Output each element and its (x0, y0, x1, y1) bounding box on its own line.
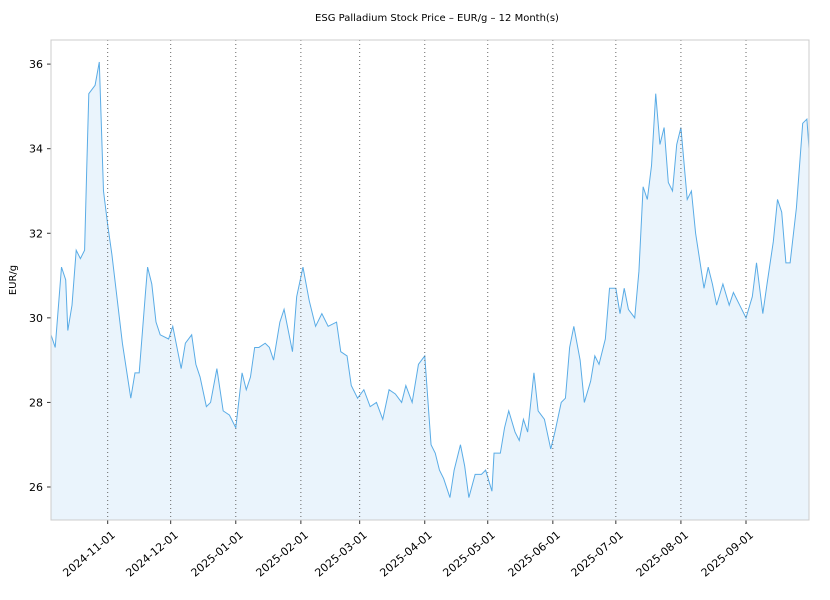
x-tick-label: 2025-01-01 (189, 528, 246, 579)
y-tick-label: 32 (29, 227, 43, 240)
x-tick-label: 2024-11-01 (60, 528, 117, 579)
x-tick-label: 2024-12-01 (123, 528, 180, 579)
y-tick-label: 34 (29, 143, 43, 156)
x-tick-label: 2025-08-01 (634, 528, 691, 579)
y-axis-label: EUR/g (8, 265, 19, 295)
y-tick-label: 36 (29, 58, 43, 71)
y-tick-label: 30 (29, 312, 43, 325)
price-line (50, 61, 810, 498)
x-tick-label: 2025-06-01 (506, 528, 563, 579)
area (51, 61, 809, 521)
chart-title: ESG Palladium Stock Price – EUR/g – 12 M… (315, 13, 559, 24)
y-tick-label: 26 (29, 481, 43, 494)
x-tick-label: 2025-07-01 (569, 528, 626, 579)
x-tick-label: 2025-09-01 (699, 528, 756, 579)
plot-frame (50, 39, 810, 521)
y-tick-label: 28 (29, 396, 43, 409)
x-tick-label: 2025-02-01 (254, 528, 311, 579)
x-tick-label: 2025-05-01 (440, 528, 497, 579)
x-tick-label: 2025-04-01 (377, 528, 434, 579)
x-tick-label: 2025-03-01 (312, 528, 369, 579)
